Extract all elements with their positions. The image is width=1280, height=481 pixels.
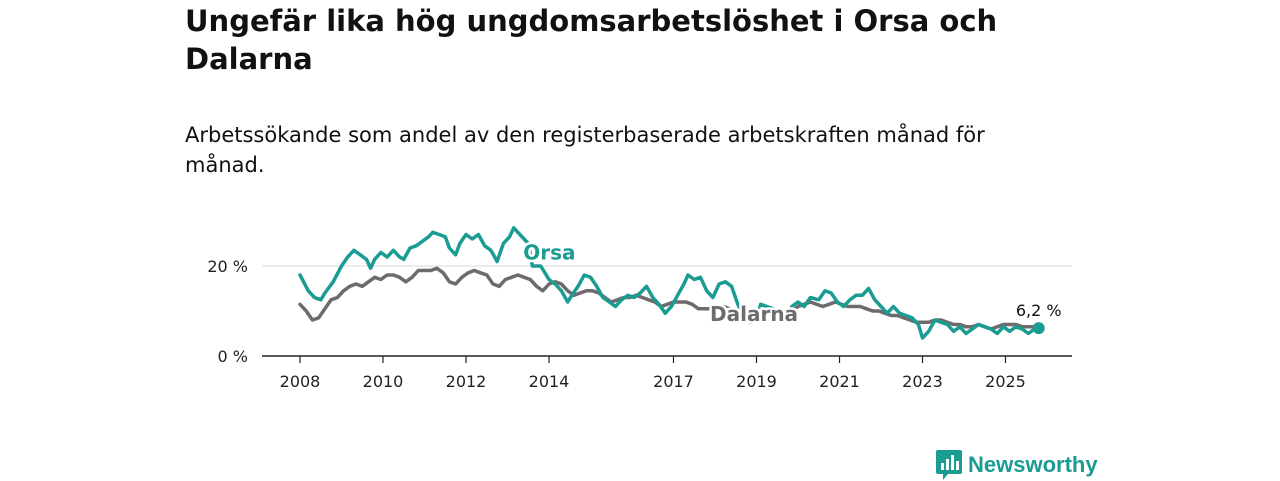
- series-line-dalarna: [298, 266, 1041, 331]
- series-layer: [298, 226, 1041, 340]
- x-tick-label: 2012: [446, 372, 487, 391]
- x-tick-label: 2017: [653, 372, 694, 391]
- brand-logo[interactable]: Newsworthy: [936, 449, 1098, 481]
- x-tick-label: 2008: [280, 372, 321, 391]
- chart-title: Ungefär lika hög ungdomsarbetslöshet i O…: [185, 4, 998, 76]
- chart-subtitle: Arbetssökande som andel av den registerb…: [185, 123, 985, 177]
- end-point-marker: [1032, 322, 1045, 335]
- x-tick-label: 2023: [902, 372, 943, 391]
- x-tick-label: 2025: [985, 372, 1026, 391]
- axis-layer: 0 % 20 % 2008 2010 2012 2014 2017 2019 2021 2023 2…: [207, 257, 1072, 391]
- series-label-dalarna: Dalarna: [710, 302, 798, 326]
- label-layer: Orsa Dalarna 6,2 %: [521, 238, 1064, 335]
- series-label-orsa: Orsa: [523, 240, 575, 264]
- x-tick-label: 2019: [736, 372, 777, 391]
- series-line-orsa: [298, 226, 1041, 340]
- y-tick-label: 20 %: [207, 257, 248, 276]
- y-tick-label: 0 %: [218, 347, 248, 366]
- x-tick-label: 2014: [529, 372, 570, 391]
- end-value-label: 6,2 %: [1016, 301, 1062, 320]
- line-chart: 0 % 20 % 2008 2010 2012 2014 2017 2019 2021 2023 2…: [207, 226, 1072, 391]
- bar-chart-icon: [936, 450, 962, 480]
- brand-name: Newsworthy: [968, 452, 1098, 477]
- x-tick-label: 2010: [363, 372, 404, 391]
- x-tick-label: 2021: [819, 372, 860, 391]
